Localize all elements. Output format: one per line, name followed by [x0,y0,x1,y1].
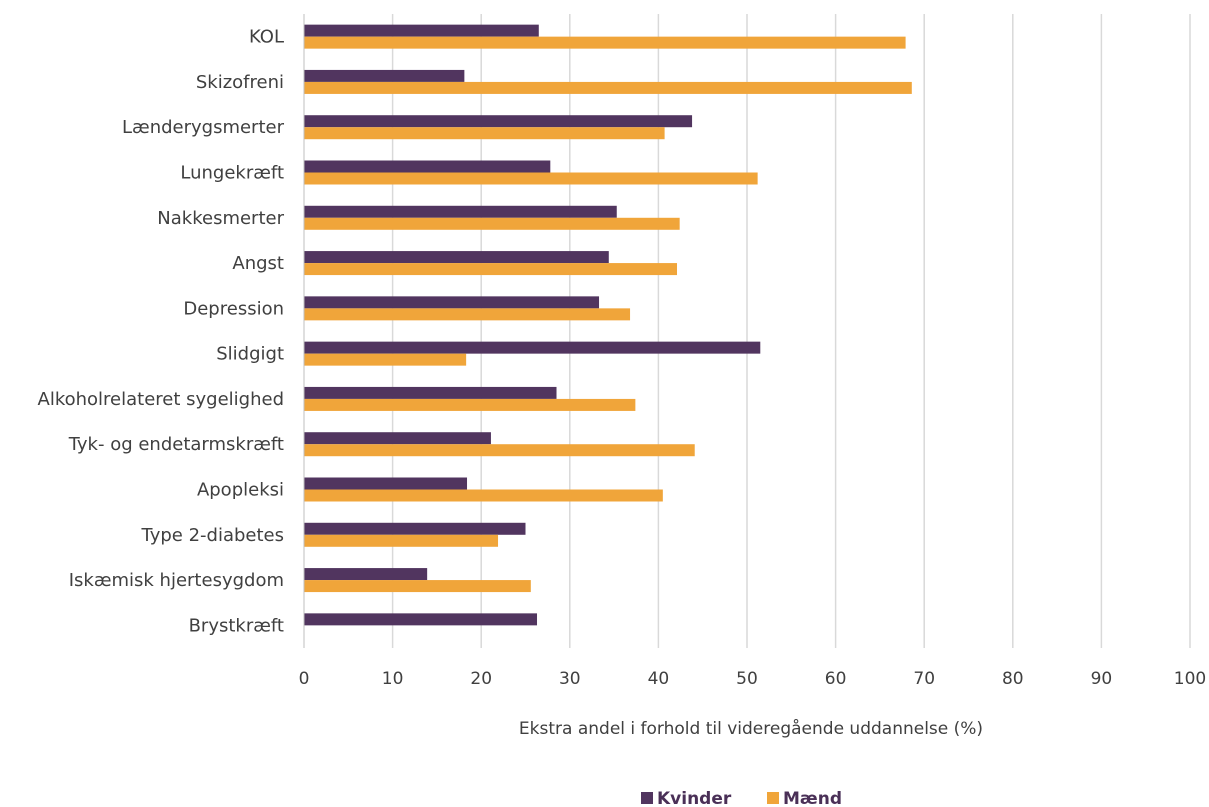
gridlines [391,14,1191,648]
category-labels: KOL Skizofreni Lænderygsmerter Lungekræft Na… [38,27,285,637]
bar-maend [304,489,663,502]
bar-kvinder [304,522,526,535]
x-tick-label: 70 [913,669,935,689]
legend-label: Kvinder [657,789,732,807]
category-label: Depression [183,298,284,319]
x-tick-label: 20 [470,669,492,689]
x-tick-labels: 0 10 20 30 40 50 60 70 80 90 100 [299,669,1207,689]
bar-maend [304,444,695,457]
bar-kvinder [304,477,468,490]
bars [304,24,912,626]
category-label: Lænderygsmerter [122,117,285,138]
bar-kvinder [304,432,491,445]
category-label: Alkoholrelateret sygelighed [38,389,285,410]
bar-maend [304,308,631,321]
category-label: Type 2-diabetes [141,525,284,546]
bar-kvinder [304,205,617,218]
x-tick-label: 10 [382,669,404,689]
x-tick-label: 100 [1174,669,1206,689]
category-label: Slidgigt [216,344,284,365]
category-label: Nakkesmerter [157,208,284,229]
bar-kvinder [304,613,538,626]
x-axis-title: Ekstra andel i forhold til videregående … [519,718,983,739]
category-label: Iskæmisk hjertesygdom [69,570,284,591]
category-label: Apopleksi [197,480,284,501]
bar-kvinder [304,296,600,309]
x-tick-label: 40 [648,669,670,689]
x-tick-label: 50 [736,669,758,689]
bar-kvinder [304,568,428,581]
bar-kvinder [304,386,557,399]
bar-maend [304,36,906,49]
legend-swatch [767,792,779,804]
bar-maend [304,172,758,185]
legend: Kvinder Mænd [641,789,842,807]
category-label: Brystkræft [189,615,284,636]
legend-label: Mænd [783,789,842,807]
bar-maend [304,81,912,94]
category-label: Angst [232,253,284,274]
category-label: Skizofreni [196,72,284,93]
category-label: Tyk- og endetarmskræft [68,434,284,455]
x-tick-label: 0 [299,669,310,689]
x-tick-label: 60 [825,669,847,689]
x-tick-label: 30 [559,669,581,689]
bar-kvinder [304,115,693,128]
category-label: KOL [249,27,284,48]
bar-maend [304,398,636,411]
bar-maend [304,263,678,276]
bar-maend [304,127,665,140]
bar-maend [304,217,680,230]
x-tick-label: 80 [1002,669,1024,689]
bar-kvinder [304,160,551,173]
x-tick-label: 90 [1091,669,1113,689]
bar-kvinder [304,69,465,82]
bar-maend [304,534,499,547]
category-label: Lungekræft [180,163,284,184]
bar-kvinder [304,341,761,354]
bar-kvinder [304,251,609,264]
bar-kvinder [304,24,539,37]
bar-maend [304,580,531,593]
legend-swatch [641,792,653,804]
bar-maend [304,353,467,366]
